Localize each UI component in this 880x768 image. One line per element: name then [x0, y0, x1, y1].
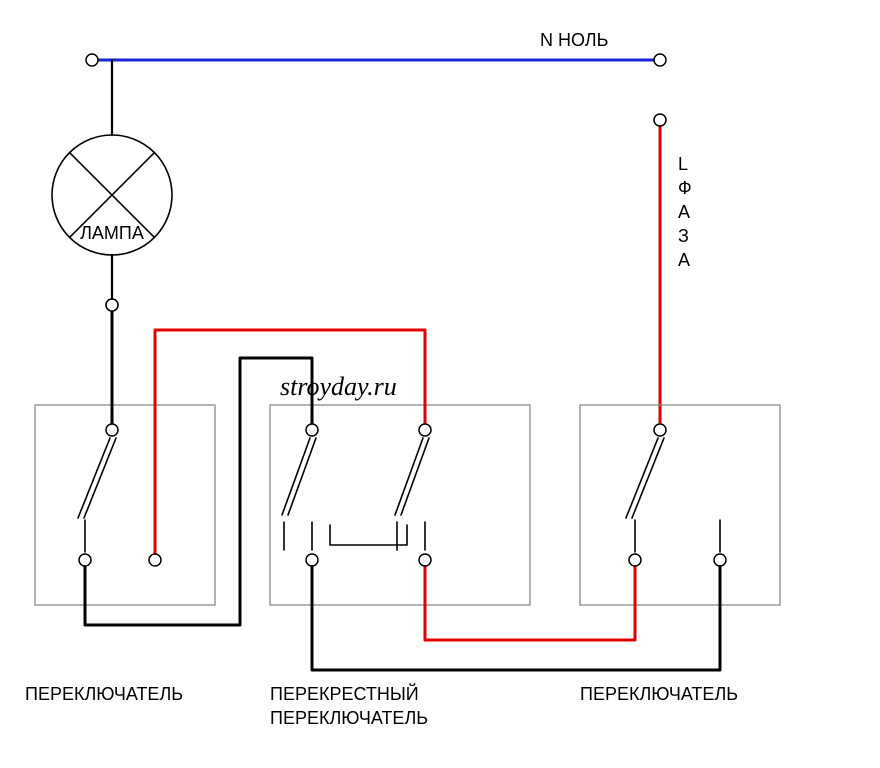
traveller-black-left [85, 358, 312, 625]
phase-label-char: А [678, 202, 690, 222]
phase-label-char: L [678, 154, 688, 174]
label-switch-left: ПЕРЕКЛЮЧАТЕЛЬ [25, 684, 183, 704]
phase-label-char: А [678, 250, 690, 270]
switch-box-right [580, 405, 780, 605]
traveller-black-right [312, 560, 720, 670]
switch-box-left [35, 405, 215, 605]
label-switch-mid-1: ПЕРЕКРЕСТНЫЙ [270, 683, 419, 704]
watermark: stroyday.ru [280, 372, 397, 401]
traveller-red-left [155, 330, 425, 560]
neutral-label: N НОЛЬ [540, 30, 608, 50]
lamp-label: ЛАМПА [80, 223, 144, 243]
phase-label-char: З [678, 226, 689, 246]
phase-label-char: Ф [678, 178, 692, 198]
label-switch-mid-2: ПЕРЕКЛЮЧАТЕЛЬ [270, 708, 428, 728]
label-switch-right: ПЕРЕКЛЮЧАТЕЛЬ [580, 684, 738, 704]
